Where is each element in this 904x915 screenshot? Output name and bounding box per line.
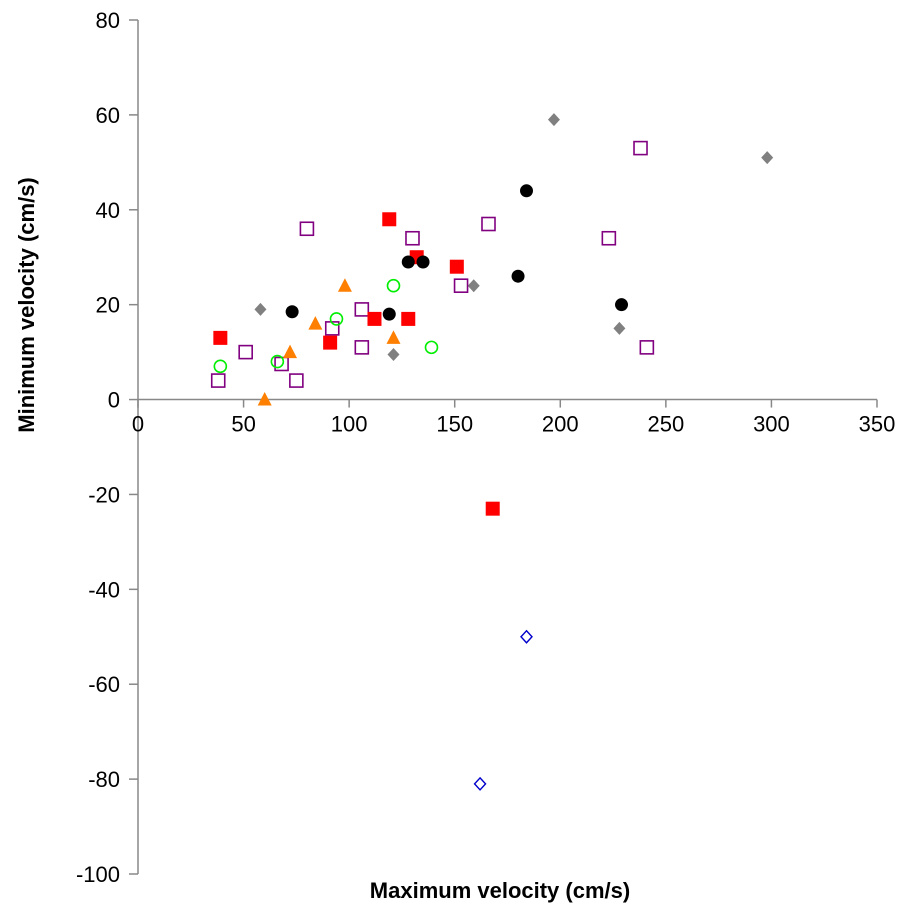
y-tick-label: -40 xyxy=(88,577,120,602)
data-point xyxy=(386,330,401,344)
y-axis-title: Minimum velocity (cm/s) xyxy=(14,177,39,433)
data-point xyxy=(308,316,323,330)
data-point xyxy=(473,776,487,791)
x-tick-label: 100 xyxy=(331,412,368,437)
data-point xyxy=(274,356,289,372)
data-point xyxy=(210,373,226,388)
data-point xyxy=(329,312,344,326)
x-tick-label: 300 xyxy=(753,412,790,437)
data-point xyxy=(213,359,228,374)
y-tick-label: -100 xyxy=(76,862,120,887)
data-point xyxy=(382,307,396,321)
data-point xyxy=(324,321,340,336)
data-point xyxy=(449,259,464,274)
y-tick-label: -80 xyxy=(88,767,120,792)
data-point xyxy=(401,255,415,269)
data-point xyxy=(285,305,299,319)
data-point xyxy=(270,354,285,369)
x-tick-label: 350 xyxy=(859,412,896,437)
data-point xyxy=(254,302,267,316)
data-point xyxy=(213,330,228,345)
data-point xyxy=(633,140,648,156)
data-point xyxy=(424,340,439,355)
data-point xyxy=(615,298,629,312)
data-point xyxy=(337,278,352,292)
data-point xyxy=(238,344,253,360)
data-point xyxy=(613,321,626,335)
data-point xyxy=(289,373,304,388)
y-tick-label: -20 xyxy=(88,482,120,507)
data-point xyxy=(453,278,469,293)
data-point xyxy=(283,344,298,359)
data-point xyxy=(354,302,370,317)
y-tick-label: 0 xyxy=(108,388,120,413)
data-point xyxy=(382,212,397,227)
data-point xyxy=(299,221,315,237)
data-point xyxy=(481,216,496,232)
data-point xyxy=(386,278,401,293)
data-point xyxy=(323,335,338,350)
y-tick-label: 80 xyxy=(96,8,120,33)
data-points xyxy=(210,113,774,791)
x-tick-label: 150 xyxy=(436,412,473,437)
y-tick-label: 60 xyxy=(96,103,120,128)
data-point xyxy=(416,255,430,269)
data-point xyxy=(405,230,420,246)
y-tick-label: 20 xyxy=(96,293,120,318)
data-point xyxy=(520,184,534,198)
data-point xyxy=(761,151,774,165)
data-point xyxy=(467,279,480,293)
x-tick-label: 250 xyxy=(647,412,684,437)
data-point xyxy=(485,501,500,516)
data-point xyxy=(257,392,272,406)
y-tick-label: -60 xyxy=(88,672,120,697)
data-point xyxy=(401,311,416,326)
data-point xyxy=(520,629,533,644)
data-point xyxy=(639,340,655,355)
data-point xyxy=(601,230,617,246)
x-tick-label: 50 xyxy=(231,412,255,437)
data-point xyxy=(367,311,382,326)
data-point xyxy=(354,340,370,355)
data-point xyxy=(547,113,560,127)
y-tick-label: 40 xyxy=(96,198,120,223)
data-point xyxy=(387,347,400,361)
x-tick-label: 200 xyxy=(542,412,579,437)
tick-labels: -100 -80 -60 -40 -20 0 20 40 60 80 0 50 100 150 200 250… xyxy=(76,8,895,887)
axes xyxy=(129,19,878,875)
x-tick-label: 0 xyxy=(132,412,144,437)
data-point xyxy=(511,269,525,283)
x-axis-title: Maximum velocity (cm/s) xyxy=(370,878,630,903)
